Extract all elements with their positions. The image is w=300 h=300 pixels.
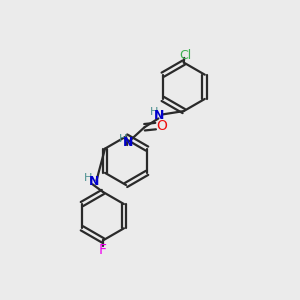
Text: N: N xyxy=(88,175,99,188)
Text: N: N xyxy=(154,109,165,122)
Text: N: N xyxy=(123,136,134,149)
Text: F: F xyxy=(99,243,107,257)
Text: Cl: Cl xyxy=(179,49,191,62)
Text: O: O xyxy=(156,119,167,133)
Text: H: H xyxy=(84,173,92,183)
Text: H: H xyxy=(118,134,127,144)
Text: H: H xyxy=(150,107,158,117)
